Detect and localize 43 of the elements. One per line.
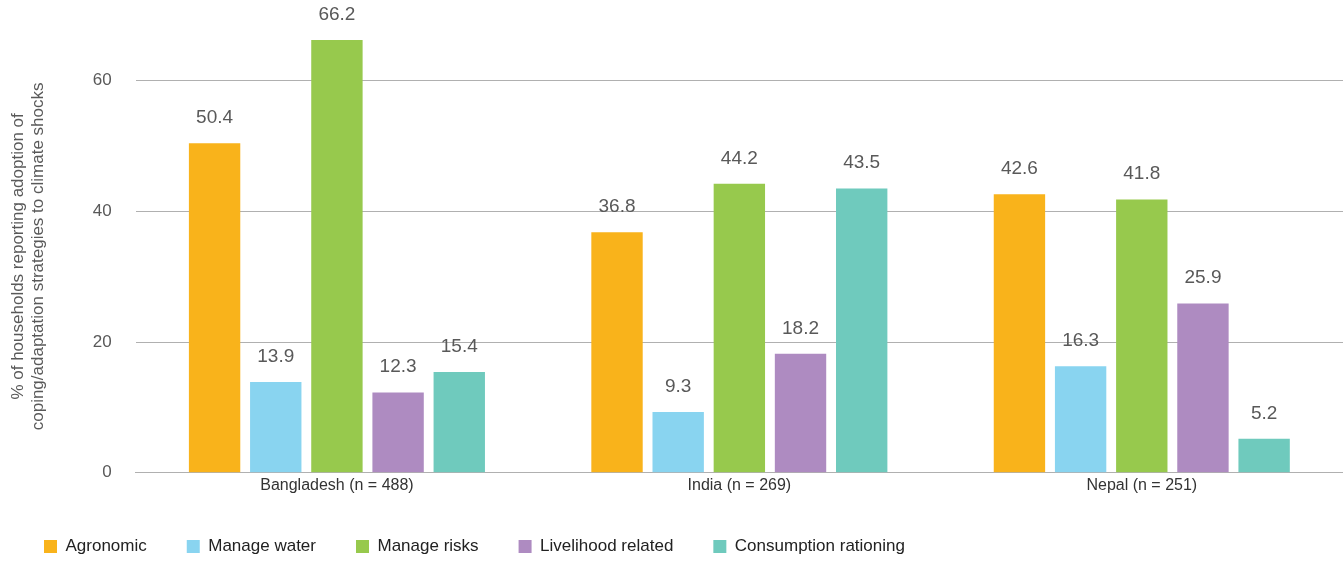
data-label: 13.9 <box>257 344 295 366</box>
data-label: 50.4 <box>196 106 234 128</box>
bar <box>188 143 241 473</box>
legend-label: Manage water <box>208 536 317 556</box>
x-tick-label: India (n = 269) <box>687 475 792 493</box>
bar <box>774 353 827 473</box>
data-label: 41.8 <box>1123 162 1161 184</box>
bar <box>311 40 363 473</box>
x-tick-label: Bangladesh (n = 488) <box>260 475 414 493</box>
bar <box>591 232 643 473</box>
bar <box>1116 199 1168 473</box>
data-label: 16.3 <box>1062 328 1100 350</box>
data-label: 36.8 <box>598 194 636 216</box>
bar <box>1238 438 1290 473</box>
legend-label: Manage risks <box>377 536 479 556</box>
bar <box>836 188 888 473</box>
data-label: 25.9 <box>1184 266 1222 288</box>
data-label: 15.4 <box>440 334 479 356</box>
y-tick-label: 40 <box>92 200 112 220</box>
data-label: 9.3 <box>664 374 692 396</box>
bar <box>1054 366 1107 473</box>
data-label: 12.3 <box>379 355 417 377</box>
bar <box>1177 303 1229 473</box>
data-label: 42.6 <box>1000 157 1038 179</box>
bar <box>433 372 485 473</box>
legend-label: Livelihood related <box>540 536 674 556</box>
bar <box>993 194 1046 473</box>
bar <box>652 412 704 473</box>
bar <box>250 381 302 473</box>
data-label: 5.2 <box>1250 401 1278 423</box>
data-label: 43.5 <box>843 151 881 173</box>
legend-label: Agronomic <box>65 536 148 556</box>
bar <box>372 392 424 473</box>
legend-label: Consumption rationing <box>734 536 905 556</box>
bar <box>713 183 766 473</box>
data-label: 66.2 <box>318 2 356 24</box>
y-tick-label: 0 <box>102 462 112 482</box>
data-label: 18.2 <box>782 316 820 338</box>
data-label: 44.2 <box>720 146 758 168</box>
x-tick-label: Nepal (n = 251) <box>1086 475 1198 493</box>
y-axis-title: % of households reporting adoption of coping/adaptation strategies to climate shocks <box>7 82 48 431</box>
y-tick-label: 60 <box>92 70 112 90</box>
y-tick-label: 20 <box>92 331 112 351</box>
